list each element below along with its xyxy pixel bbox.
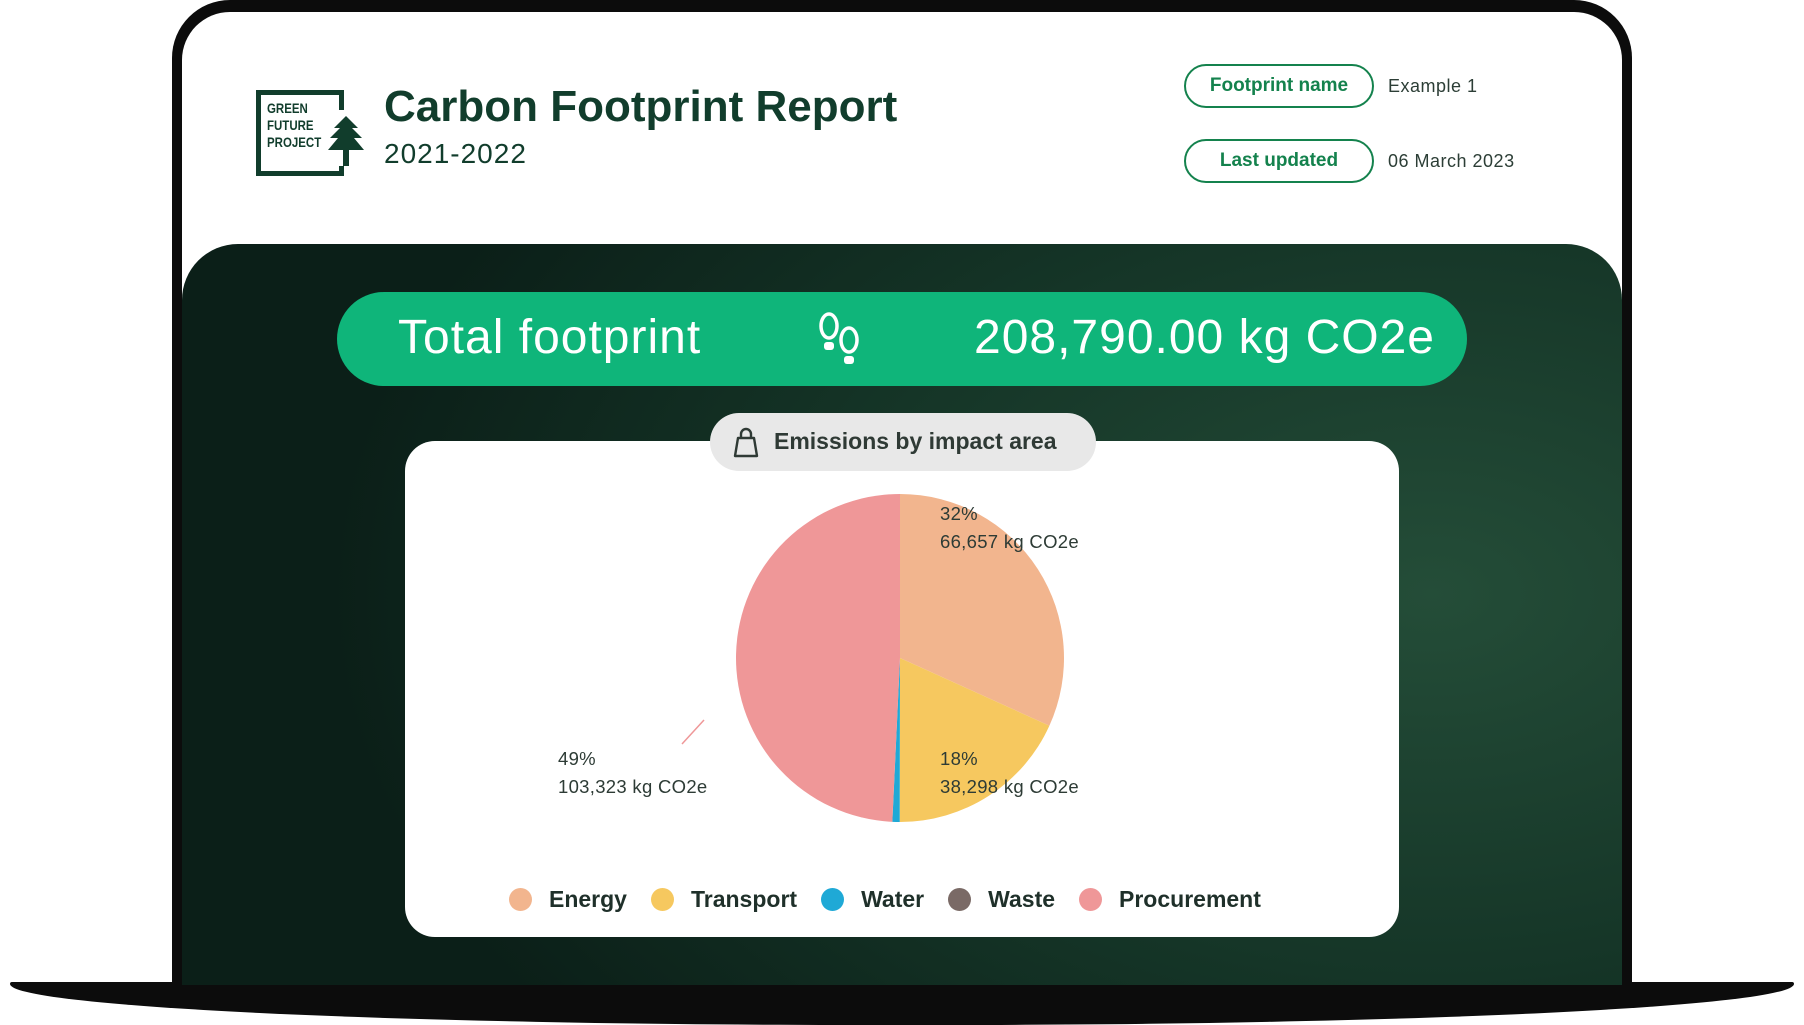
legend-label: Waste: [988, 885, 1056, 912]
pie-slice-transport: [899, 658, 1050, 822]
pie-slice-waste: [892, 658, 900, 822]
legend-swatch: [948, 887, 972, 911]
laptop-screen: GREEN FUTURE PROJECT Carbon Footprint Re…: [182, 12, 1622, 985]
legend-label: Procurement: [1119, 885, 1261, 912]
legend-swatch: [509, 887, 532, 911]
emissions-pie-chart: [736, 494, 1064, 822]
total-footprint-bar: Total footprint 208,790.00 kg CO2e: [337, 292, 1467, 386]
laptop-base: [10, 982, 1794, 1025]
legend-label: Transport: [690, 885, 798, 912]
procurement-value: 103,323 kg CO2e: [558, 776, 708, 797]
pie-slice-energy: [900, 494, 1064, 726]
report-period: 2021-2022: [384, 138, 527, 169]
legend-item-transport: Transport: [650, 885, 798, 913]
pie-slice-water: [892, 658, 900, 822]
transport-value: 38,298 kg CO2e: [940, 776, 1079, 797]
emissions-chart-tab: Emissions by impact area: [710, 413, 1096, 471]
transport-annotation: 18% 38,298 kg CO2e: [940, 745, 1079, 801]
last-updated-value: 06 March 2023: [1388, 151, 1515, 171]
green-future-project-logo: GREEN FUTURE PROJECT: [256, 78, 366, 188]
shopping-bag-icon: [733, 427, 759, 458]
logo-text: GREEN FUTURE PROJECT: [267, 100, 322, 150]
legend-item-energy: Energy: [509, 886, 627, 913]
chart-legend: Energy Transport Water Waste Procurement: [509, 882, 1285, 916]
report-title: Carbon Footprint Report: [384, 82, 898, 131]
legend-label: Energy: [549, 885, 627, 912]
energy-value: 66,657 kg CO2e: [940, 531, 1079, 552]
legend-label: Water: [861, 885, 925, 912]
chart-title: Emissions by impact area: [774, 428, 1057, 454]
tree-icon: [328, 116, 364, 166]
footprints-icon: [819, 312, 859, 364]
legend-swatch: [1079, 887, 1103, 911]
energy-percent: 32%: [940, 503, 978, 524]
total-footprint-label: Total footprint: [398, 311, 702, 364]
total-footprint-value: 208,790.00 kg CO2e: [974, 311, 1435, 364]
procurement-annotation: 49% 103,323 kg CO2e: [558, 745, 708, 801]
procurement-percent: 49%: [558, 748, 596, 769]
legend-item-procurement: Procurement: [1079, 886, 1261, 913]
pie-slice-procurement: [736, 494, 900, 822]
transport-percent: 18%: [940, 748, 978, 769]
last-updated-badge: Last updated: [1184, 139, 1374, 183]
legend-item-water: Water: [821, 886, 924, 913]
footprint-name-badge: Footprint name: [1184, 64, 1374, 108]
legend-swatch: [650, 887, 674, 911]
energy-annotation: 32% 66,657 kg CO2e: [940, 500, 1079, 556]
legend-swatch: [821, 887, 845, 911]
footprint-name-value: Example 1: [1388, 76, 1478, 96]
legend-item-waste: Waste: [948, 886, 1055, 913]
